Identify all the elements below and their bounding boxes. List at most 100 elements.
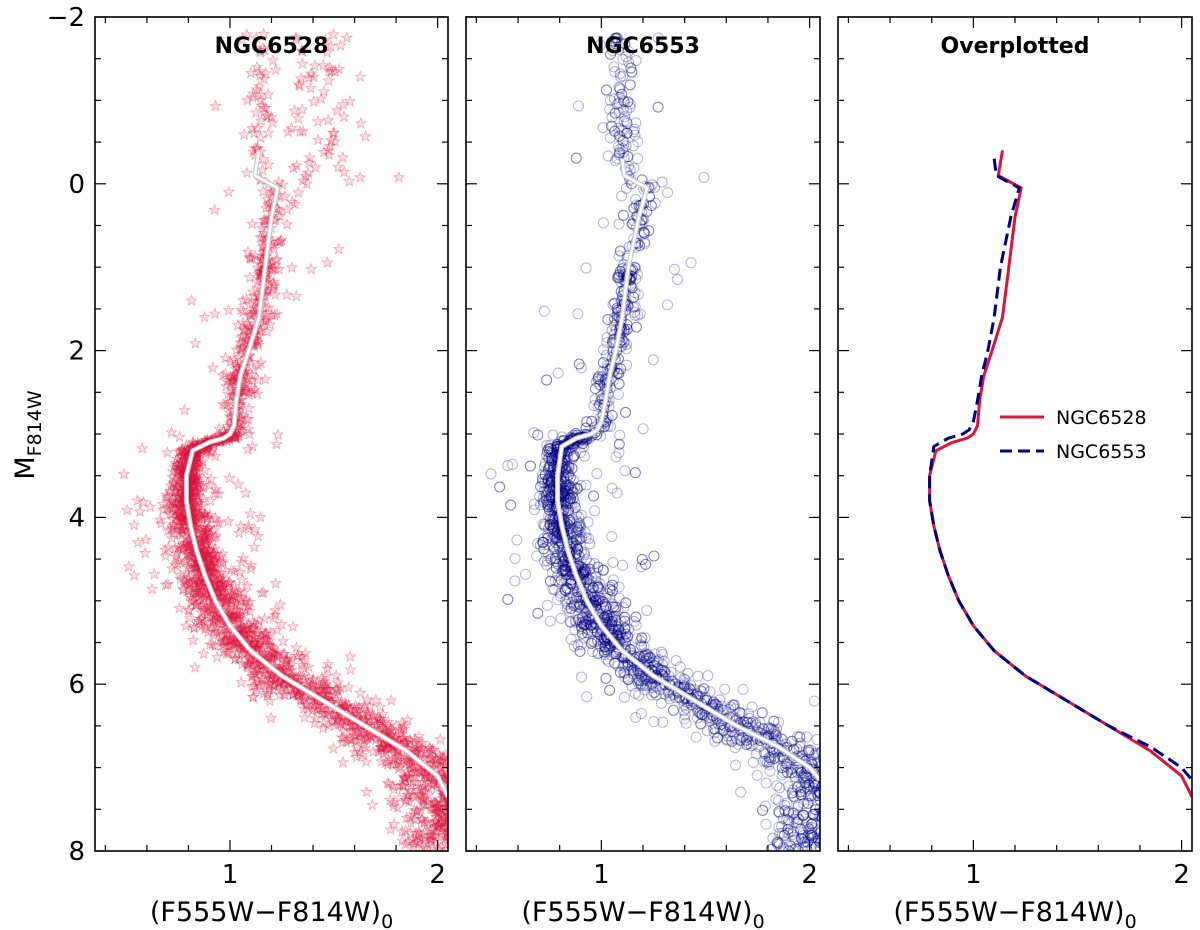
data-point xyxy=(199,534,212,547)
data-point xyxy=(439,818,448,831)
data-point xyxy=(381,757,394,770)
data-point xyxy=(291,688,305,701)
data-point xyxy=(366,709,379,722)
data-point xyxy=(423,828,437,841)
data-point xyxy=(160,488,173,501)
data-point xyxy=(191,455,205,468)
data-point xyxy=(635,671,647,683)
data-point xyxy=(815,787,820,799)
data-point xyxy=(570,152,582,164)
data-point xyxy=(246,217,259,230)
data-point xyxy=(747,738,759,750)
data-point xyxy=(655,697,667,709)
data-point xyxy=(308,716,321,729)
data-point xyxy=(438,814,448,827)
data-point xyxy=(207,562,221,575)
data-point xyxy=(782,823,794,835)
data-point xyxy=(242,626,256,639)
data-point xyxy=(557,564,569,576)
data-point xyxy=(779,805,791,817)
data-point xyxy=(707,723,719,735)
data-point xyxy=(634,308,646,320)
data-point xyxy=(776,827,788,839)
data-point xyxy=(188,465,202,478)
data-point xyxy=(608,625,620,637)
data-point xyxy=(528,427,540,439)
data-point xyxy=(593,581,605,593)
data-point xyxy=(712,718,724,730)
data-point xyxy=(211,584,225,597)
data-point xyxy=(260,109,274,122)
data-point xyxy=(256,641,269,654)
data-point xyxy=(226,374,240,387)
data-point xyxy=(576,671,588,683)
data-point xyxy=(561,480,573,492)
data-point xyxy=(402,788,415,801)
data-point xyxy=(257,101,271,114)
data-point xyxy=(207,547,220,560)
data-point xyxy=(415,765,429,778)
data-point xyxy=(198,528,212,541)
data-point xyxy=(177,573,191,587)
data-point xyxy=(805,829,817,841)
data-point xyxy=(244,507,257,520)
data-point xyxy=(198,615,211,628)
data-point xyxy=(175,508,188,521)
data-point xyxy=(174,541,188,554)
data-point xyxy=(322,719,335,732)
data-point xyxy=(207,547,220,560)
data-point xyxy=(269,673,283,686)
data-point xyxy=(246,87,260,100)
data-point xyxy=(186,577,200,590)
data-point xyxy=(205,620,219,633)
data-point xyxy=(271,428,285,441)
data-point xyxy=(269,253,283,266)
data-point xyxy=(645,200,657,212)
data-point xyxy=(261,88,275,101)
data-point xyxy=(243,626,257,639)
data-point xyxy=(788,831,800,843)
data-point xyxy=(609,66,621,78)
data-point xyxy=(186,435,200,448)
data-point xyxy=(613,122,625,134)
data-point xyxy=(619,465,631,477)
data-point xyxy=(583,616,595,628)
data-point xyxy=(289,670,303,683)
data-point xyxy=(653,654,665,666)
data-point xyxy=(768,752,780,764)
data-point xyxy=(728,699,740,711)
data-point xyxy=(578,565,590,577)
data-point xyxy=(166,521,180,534)
data-point xyxy=(268,603,282,616)
data-point xyxy=(628,291,640,303)
data-point xyxy=(296,173,310,187)
data-point xyxy=(606,579,618,591)
data-point xyxy=(621,359,633,371)
data-point xyxy=(172,460,186,473)
data-point xyxy=(384,693,398,706)
data-point xyxy=(412,824,425,837)
data-point xyxy=(378,740,391,753)
data-point xyxy=(315,702,329,715)
data-point xyxy=(636,640,648,652)
data-point xyxy=(428,815,442,828)
data-point xyxy=(562,583,574,595)
data-point xyxy=(541,555,553,567)
data-point xyxy=(772,837,784,849)
data-point xyxy=(175,510,188,523)
data-point xyxy=(806,818,818,830)
data-point xyxy=(329,682,343,695)
data-point xyxy=(237,625,251,638)
data-point xyxy=(560,479,572,491)
data-point xyxy=(721,734,733,746)
data-point xyxy=(807,809,819,821)
data-point xyxy=(190,584,203,597)
data-point xyxy=(170,481,183,494)
data-point xyxy=(239,628,252,641)
data-point xyxy=(615,363,627,375)
data-point xyxy=(540,494,552,506)
data-point xyxy=(613,624,625,636)
data-point xyxy=(783,806,795,818)
data-point xyxy=(544,460,556,472)
data-point xyxy=(608,636,620,648)
